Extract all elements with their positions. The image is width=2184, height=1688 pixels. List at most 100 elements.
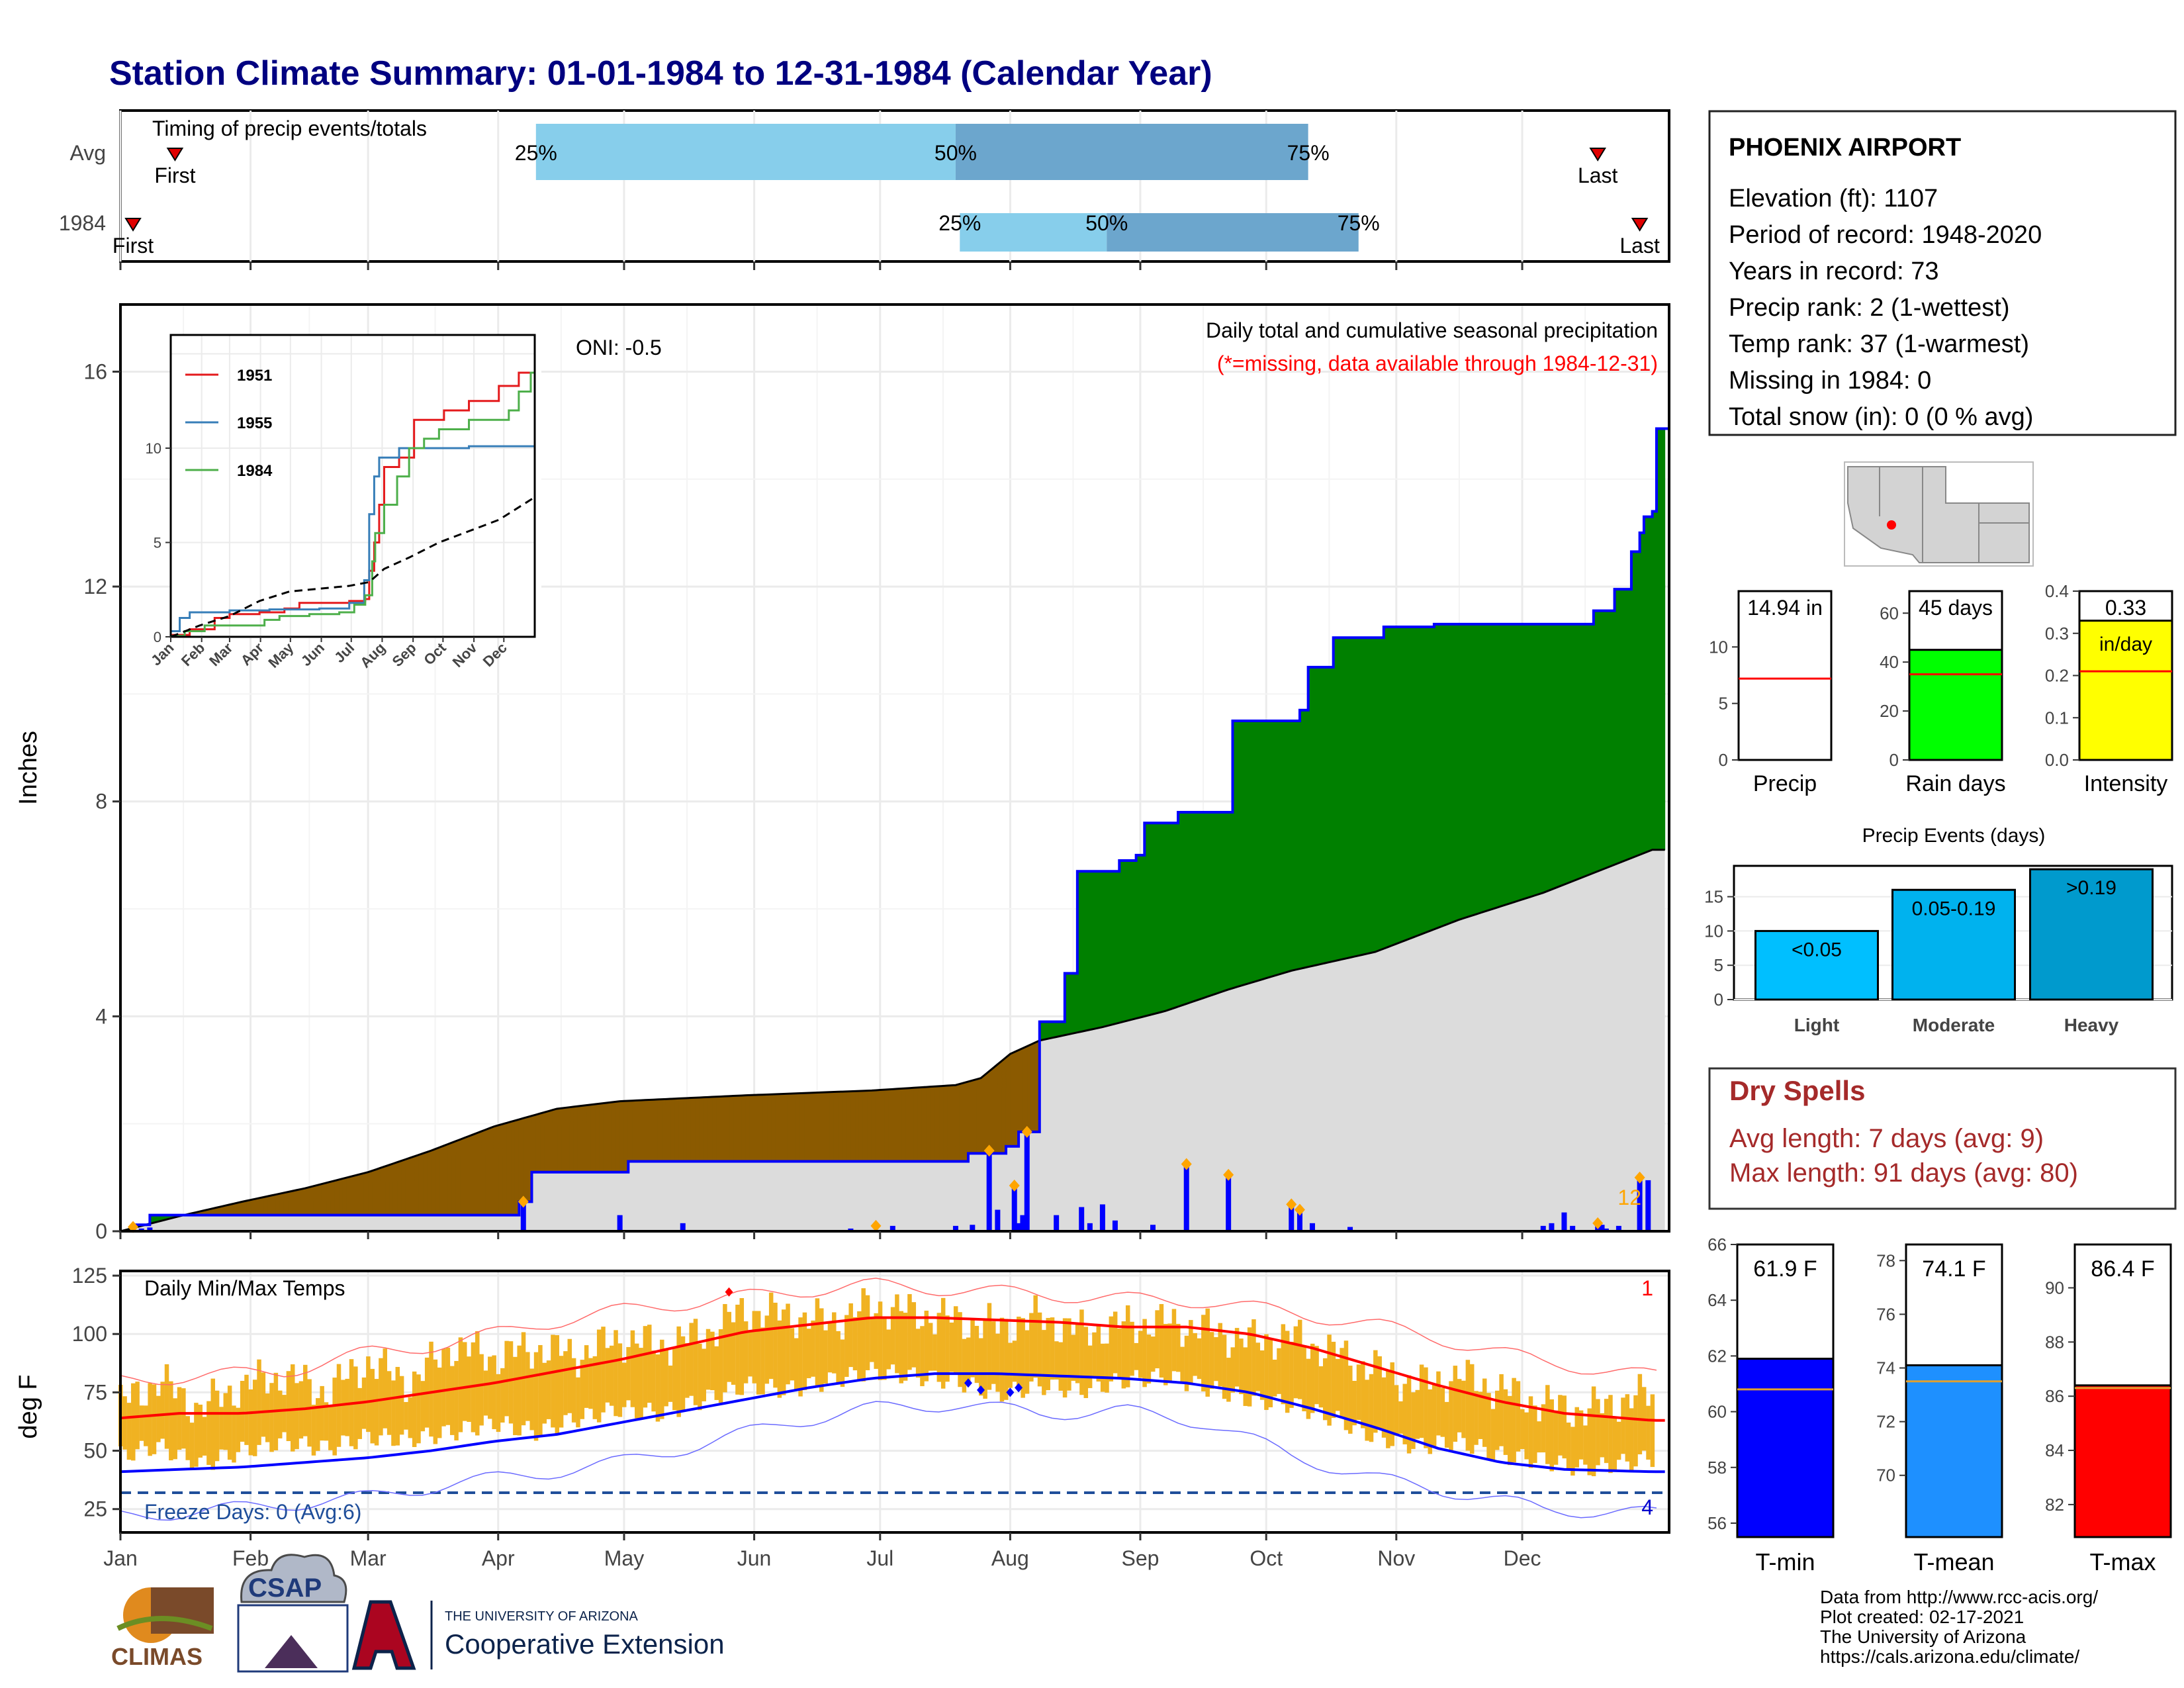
timing-bar-50-75 xyxy=(955,124,1308,180)
station-detail-line: Missing in 1984: 0 xyxy=(1729,367,1931,395)
daily-temp-bar xyxy=(169,1381,173,1461)
daily-temp-bar xyxy=(177,1387,182,1450)
temp-y-tick-label: 25 xyxy=(83,1497,107,1521)
daily-temp-bar xyxy=(1197,1338,1202,1380)
daily-temp-bar xyxy=(214,1390,220,1462)
daily-temp-bar xyxy=(752,1311,757,1383)
daily-temp-bar xyxy=(1134,1342,1139,1370)
daily-precip-bar xyxy=(1020,1215,1026,1231)
daily-temp-bar xyxy=(643,1326,648,1408)
daily-temp-bar xyxy=(635,1343,639,1419)
daily-temp-bar xyxy=(571,1358,576,1423)
daily-temp-bar xyxy=(1381,1377,1387,1438)
daily-temp-bar xyxy=(1024,1330,1030,1394)
inset-x-tick-label: Apr xyxy=(238,639,267,669)
daily-temp-bar xyxy=(1167,1323,1172,1382)
events-bar-moderate xyxy=(1891,888,2016,1001)
temp-y-tick-label: 100 xyxy=(72,1322,107,1346)
daily-temp-bar xyxy=(1226,1358,1231,1402)
precip-y-label: Inches xyxy=(15,731,42,805)
daily-temp-bar xyxy=(840,1339,845,1387)
daily-temp-bar xyxy=(1293,1326,1298,1399)
inset-x-tick-label: Mar xyxy=(206,639,236,670)
ua-logo: THE UNIVERSITY OF ARIZONA Cooperative Ex… xyxy=(351,1600,725,1670)
csap-logo: CSAP xyxy=(237,1554,349,1673)
daily-precip-bar xyxy=(1637,1177,1643,1231)
daily-temp-bar xyxy=(739,1297,745,1395)
temp-summary-label: T-mean xyxy=(1913,1548,1994,1575)
daily-temp-bar xyxy=(1012,1340,1017,1382)
daily-temp-bar xyxy=(1424,1367,1428,1448)
daily-temp-bar xyxy=(307,1379,312,1447)
daily-temp-bar xyxy=(621,1362,627,1407)
daily-temp-bar xyxy=(1058,1342,1063,1391)
precip-diamond-marker xyxy=(1181,1158,1192,1170)
station-frame xyxy=(1708,110,2177,436)
daily-temp-bar xyxy=(261,1372,266,1437)
daily-temp-bar xyxy=(1121,1321,1126,1389)
month-axis: Jan Feb Mar Apr May Jun Jul Aug Sep Oct Nov Dec xyxy=(103,1231,1541,1570)
station-detail-line: Temp rank: 37 (1-warmest) xyxy=(1729,330,2029,358)
daily-temp-bar xyxy=(1449,1381,1453,1452)
daily-temp-bar xyxy=(496,1374,501,1432)
daily-temp-bar xyxy=(1633,1395,1638,1467)
daily-temp-bar xyxy=(1432,1384,1437,1446)
daily-precip-bar xyxy=(1079,1207,1085,1231)
ua-a-shape xyxy=(351,1600,416,1670)
daily-temp-bar xyxy=(1222,1335,1227,1399)
daily-temp-bar xyxy=(1415,1389,1420,1439)
daily-temp-bar xyxy=(714,1346,719,1400)
inset-legend-label: 1955 xyxy=(237,414,272,432)
daily-temp-bar xyxy=(1361,1361,1365,1429)
daily-temp-bar xyxy=(655,1354,660,1422)
daily-temp-bar xyxy=(815,1298,820,1387)
timing-q25-label: 25% xyxy=(515,141,557,165)
daily-temp-bar xyxy=(1096,1325,1101,1382)
temp-summary-value: 86.4 F xyxy=(2091,1256,2154,1282)
daily-temp-bar xyxy=(1277,1348,1281,1394)
daily-temp-bar xyxy=(668,1365,673,1402)
inset-frame xyxy=(169,334,536,638)
daily-precip-bar xyxy=(986,1150,992,1231)
daily-temp-bar xyxy=(1541,1404,1546,1453)
daily-temp-bar xyxy=(1033,1295,1038,1378)
daily-temp-bar xyxy=(1042,1330,1046,1395)
daily-precip-bar xyxy=(1054,1215,1060,1231)
daily-temp-bar xyxy=(979,1338,983,1396)
daily-temp-bar xyxy=(504,1340,509,1417)
daily-precip-bar xyxy=(1615,1225,1621,1231)
temp-label: Daily Min/Max Temps xyxy=(144,1276,345,1300)
daily-temp-bar xyxy=(1067,1318,1071,1391)
daily-temp-bar xyxy=(1528,1396,1533,1468)
daily-temp-bar xyxy=(1142,1319,1147,1387)
daily-precip-bar xyxy=(952,1225,958,1231)
daily-temp-bar xyxy=(1621,1397,1625,1454)
daily-temp-bar xyxy=(475,1331,480,1436)
timing-bar-25-50 xyxy=(960,213,1107,252)
daily-temp-bar xyxy=(173,1398,177,1460)
temp-line-normal-max xyxy=(120,1316,1665,1422)
daily-temp-bar xyxy=(1268,1339,1273,1407)
month-tick-label: Oct xyxy=(1250,1546,1283,1570)
events-bar-value: >0.19 xyxy=(2066,877,2116,899)
timing-q50-label: 50% xyxy=(1085,211,1128,235)
daily-temp-bar xyxy=(546,1360,551,1419)
daily-temp-bar xyxy=(1062,1318,1068,1398)
daily-temp-bar xyxy=(441,1348,446,1427)
timing-bar-50-75 xyxy=(1107,213,1359,252)
daily-temp-bar xyxy=(303,1364,308,1436)
temp-summary-bar-t-max xyxy=(2073,1384,2172,1538)
daily-temp-bar xyxy=(1163,1323,1168,1385)
temp-y-tick-label: 75 xyxy=(83,1380,107,1404)
summary-bar-tick-label: 0.0 xyxy=(2045,750,2069,770)
daily-temp-bar xyxy=(1113,1311,1118,1374)
ua-small-text: THE UNIVERSITY OF ARIZONA xyxy=(445,1609,639,1624)
daily-temp-bar xyxy=(324,1402,329,1441)
daily-temp-bar xyxy=(508,1341,514,1424)
timing-first-label: First xyxy=(154,164,195,187)
daily-temp-bar xyxy=(122,1396,127,1450)
daily-temp-bar xyxy=(861,1288,866,1382)
precip-y-tick-label: 4 xyxy=(95,1004,107,1028)
daily-temp-bar xyxy=(832,1312,837,1374)
daily-temp-bar xyxy=(626,1346,631,1401)
